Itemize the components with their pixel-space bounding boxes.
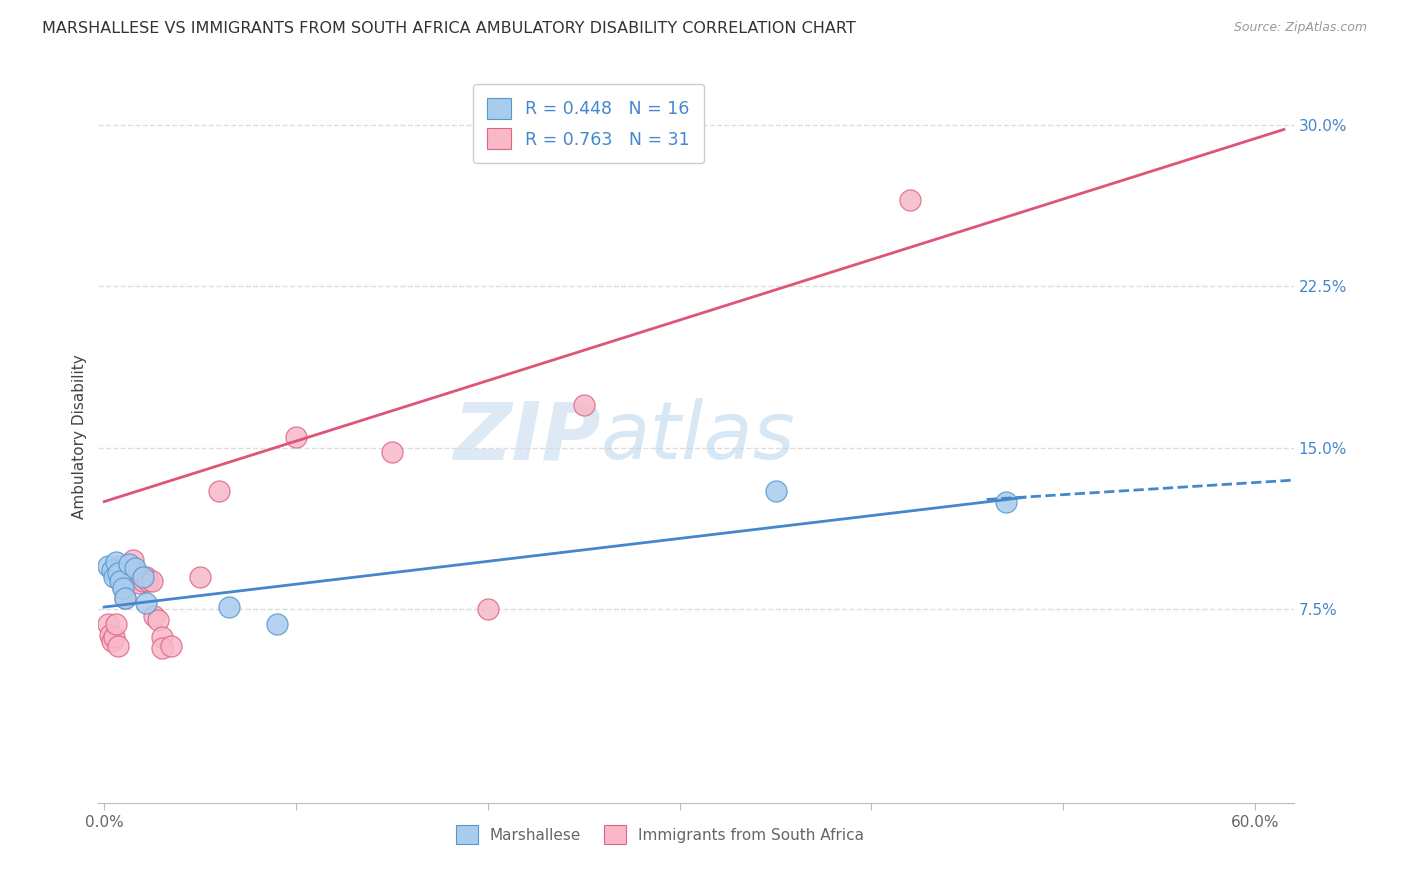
- Point: [994, 494, 1017, 508]
- Point: [898, 194, 921, 208]
- Point: [136, 574, 159, 589]
- Point: [112, 581, 135, 595]
- Y-axis label: Ambulatory Disability: Ambulatory Disability: [72, 355, 87, 519]
- Point: [97, 559, 120, 574]
- Text: Source: ZipAtlas.com: Source: ZipAtlas.com: [1233, 21, 1367, 34]
- Point: [141, 574, 163, 589]
- Point: [103, 630, 125, 644]
- Point: [765, 483, 787, 498]
- Point: [146, 613, 169, 627]
- Point: [266, 617, 288, 632]
- Point: [118, 557, 141, 571]
- Point: [103, 570, 125, 584]
- Point: [135, 596, 157, 610]
- Point: [381, 445, 404, 459]
- Point: [108, 559, 131, 574]
- Point: [104, 555, 127, 569]
- Point: [115, 570, 138, 584]
- Point: [107, 566, 129, 580]
- Point: [104, 617, 127, 632]
- Point: [101, 564, 124, 578]
- Legend: Marshallese, Immigrants from South Africa: Marshallese, Immigrants from South Afric…: [450, 819, 870, 850]
- Text: MARSHALLESE VS IMMIGRANTS FROM SOUTH AFRICA AMBULATORY DISABILITY CORRELATION CH: MARSHALLESE VS IMMIGRANTS FROM SOUTH AFR…: [42, 21, 856, 36]
- Point: [124, 561, 146, 575]
- Text: ZIP: ZIP: [453, 398, 600, 476]
- Point: [218, 600, 240, 615]
- Point: [160, 639, 183, 653]
- Point: [98, 628, 121, 642]
- Point: [150, 630, 173, 644]
- Point: [114, 591, 136, 606]
- Point: [112, 581, 135, 595]
- Point: [208, 483, 231, 498]
- Point: [122, 552, 145, 566]
- Point: [285, 430, 308, 444]
- Point: [131, 570, 153, 584]
- Point: [188, 570, 211, 584]
- Point: [110, 570, 132, 584]
- Point: [114, 591, 136, 606]
- Point: [101, 634, 124, 648]
- Point: [143, 608, 166, 623]
- Point: [97, 617, 120, 632]
- Point: [150, 640, 173, 655]
- Point: [477, 602, 499, 616]
- Point: [107, 639, 129, 653]
- Point: [135, 570, 157, 584]
- Point: [131, 574, 153, 589]
- Point: [108, 574, 131, 589]
- Point: [118, 559, 141, 574]
- Point: [572, 398, 595, 412]
- Point: [128, 576, 150, 591]
- Point: [125, 566, 148, 580]
- Text: atlas: atlas: [600, 398, 796, 476]
